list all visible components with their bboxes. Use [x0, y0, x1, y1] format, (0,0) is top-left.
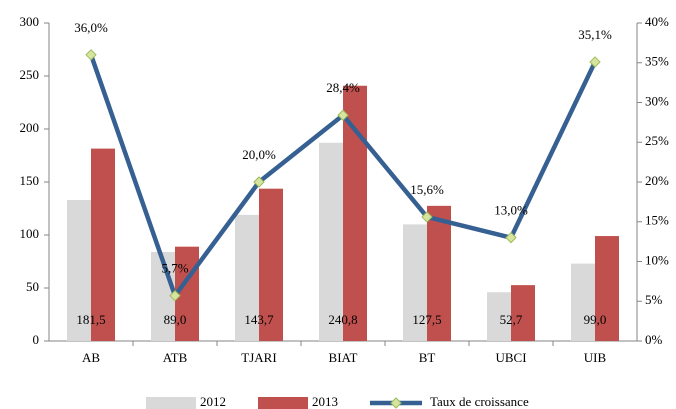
y2-tick-label: 0% [645, 332, 663, 347]
marker [85, 49, 97, 61]
y2-tick-label: 20% [645, 173, 669, 188]
y2-tick-label: 15% [645, 213, 669, 228]
marker [253, 176, 265, 188]
marker [169, 289, 181, 302]
value-label: 143,7 [244, 312, 274, 327]
value-label: 52,7 [500, 312, 523, 327]
x-tick-label: BIAT [329, 350, 358, 365]
y-tick-label: 200 [20, 120, 40, 135]
marker [505, 231, 517, 244]
legend-swatch [146, 397, 196, 409]
value-label: 181,5 [76, 312, 105, 327]
bar [67, 200, 91, 341]
value-label: 127,5 [412, 312, 441, 327]
bar [235, 214, 259, 341]
bar [595, 236, 619, 341]
y-tick-label: 100 [20, 226, 40, 241]
x-tick-label: AB [82, 350, 100, 365]
legend-label: 2012 [200, 394, 226, 409]
value-label: 89,0 [164, 312, 187, 327]
bar [343, 85, 367, 341]
y2-tick-label: 30% [645, 93, 669, 108]
y-tick-label: 300 [20, 14, 40, 29]
x-tick-label: UIB [584, 350, 607, 365]
value-label: 35,1% [578, 27, 612, 42]
bar [511, 285, 535, 341]
y2-tick-label: 10% [645, 252, 669, 267]
value-label: 36,0% [74, 20, 108, 35]
y2-tick-label: 5% [645, 292, 663, 307]
value-label: 20,0% [242, 147, 276, 162]
x-tick-label: ATB [163, 350, 188, 365]
bar [403, 224, 427, 341]
legend-swatch [258, 397, 308, 409]
bar [319, 142, 343, 341]
y-tick-label: 250 [20, 67, 40, 82]
bar [91, 148, 115, 341]
y2-tick-label: 40% [645, 14, 669, 29]
legend-label: Taux de croissance [430, 394, 529, 409]
value-label: 5,7% [161, 261, 188, 276]
y-tick-label: 0 [33, 332, 40, 347]
bar [427, 205, 451, 341]
legend-marker [390, 397, 402, 409]
y-tick-label: 150 [20, 173, 40, 188]
value-label: 15,6% [410, 182, 444, 197]
marker [337, 109, 349, 121]
x-tick-label: TJARI [241, 350, 276, 365]
bar [571, 263, 595, 341]
bar [259, 188, 283, 341]
marker [589, 56, 601, 68]
value-label: 99,0 [584, 312, 607, 327]
y2-tick-label: 35% [645, 54, 669, 69]
x-tick-label: UBCI [495, 350, 526, 365]
value-label: 240,8 [328, 312, 357, 327]
marker [421, 211, 433, 223]
x-tick-label: BT [419, 350, 436, 365]
value-label: 13,0% [494, 203, 528, 218]
value-label: 28,4% [326, 80, 360, 95]
bar [487, 292, 511, 341]
y2-tick-label: 25% [645, 133, 669, 148]
legend-label: 2013 [312, 394, 338, 409]
y-tick-label: 50 [26, 279, 39, 294]
